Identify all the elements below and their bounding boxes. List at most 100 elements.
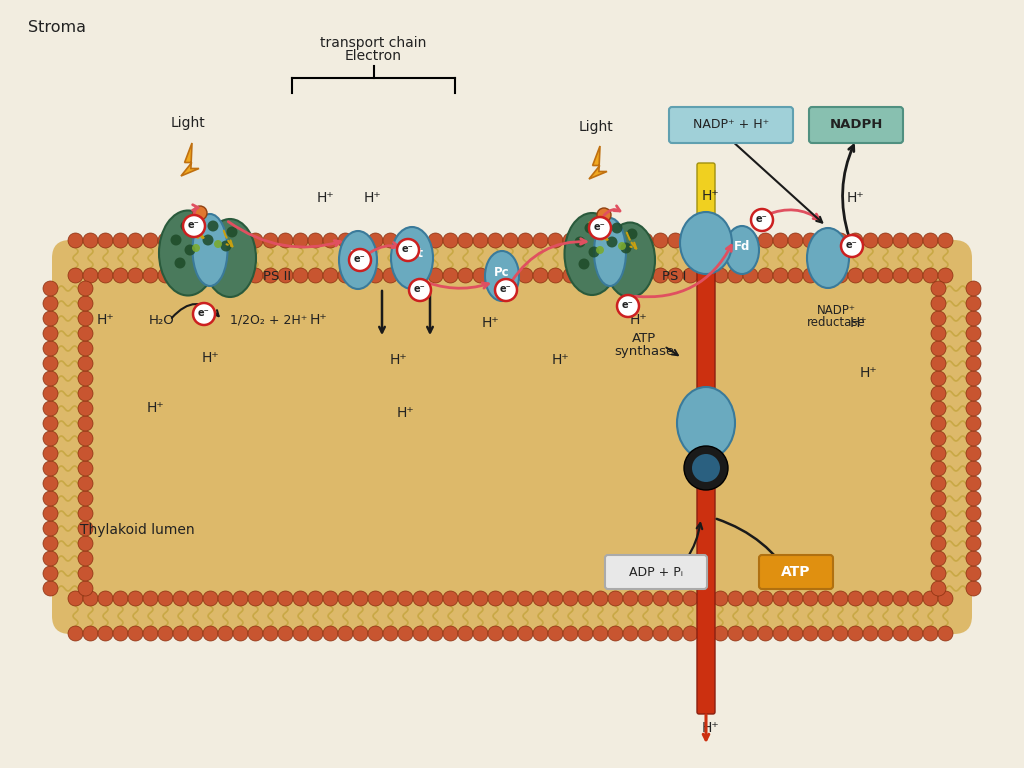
Circle shape — [623, 626, 638, 641]
Circle shape — [278, 626, 293, 641]
Circle shape — [428, 591, 443, 606]
Circle shape — [173, 233, 188, 248]
Text: synthase: synthase — [613, 346, 674, 359]
Circle shape — [293, 626, 308, 641]
Circle shape — [203, 268, 218, 283]
Circle shape — [338, 626, 353, 641]
Text: e⁻: e⁻ — [756, 214, 768, 224]
Text: H⁺: H⁺ — [364, 191, 381, 205]
Circle shape — [534, 626, 548, 641]
Circle shape — [966, 461, 981, 476]
Circle shape — [931, 581, 946, 596]
Circle shape — [458, 591, 473, 606]
Text: Stroma: Stroma — [28, 20, 86, 35]
Circle shape — [113, 233, 128, 248]
Circle shape — [597, 208, 611, 222]
Circle shape — [893, 233, 908, 248]
Circle shape — [638, 591, 653, 606]
Circle shape — [593, 268, 608, 283]
Text: H⁺: H⁺ — [849, 316, 866, 330]
Circle shape — [743, 626, 758, 641]
Circle shape — [638, 626, 653, 641]
Circle shape — [923, 233, 938, 248]
Circle shape — [68, 591, 83, 606]
Circle shape — [293, 233, 308, 248]
Circle shape — [878, 626, 893, 641]
Circle shape — [653, 233, 668, 248]
Circle shape — [833, 268, 848, 283]
Circle shape — [143, 268, 158, 283]
Ellipse shape — [193, 214, 227, 286]
Circle shape — [173, 626, 188, 641]
Circle shape — [263, 268, 278, 283]
Ellipse shape — [485, 251, 519, 301]
Circle shape — [428, 233, 443, 248]
Circle shape — [803, 591, 818, 606]
Circle shape — [203, 234, 213, 246]
Circle shape — [563, 233, 578, 248]
Circle shape — [931, 356, 946, 371]
Circle shape — [596, 246, 604, 254]
Text: H⁺: H⁺ — [146, 401, 164, 415]
Circle shape — [293, 268, 308, 283]
Circle shape — [966, 311, 981, 326]
Text: ATP: ATP — [781, 565, 811, 579]
Ellipse shape — [391, 227, 433, 289]
Circle shape — [966, 581, 981, 596]
Circle shape — [398, 268, 413, 283]
Circle shape — [78, 386, 93, 401]
Circle shape — [878, 233, 893, 248]
Circle shape — [263, 591, 278, 606]
Circle shape — [503, 591, 518, 606]
Circle shape — [579, 259, 590, 270]
Circle shape — [473, 233, 488, 248]
Text: Cyt: Cyt — [401, 247, 423, 260]
Text: e⁻: e⁻ — [402, 244, 414, 254]
Circle shape — [966, 551, 981, 566]
Text: Light: Light — [171, 116, 206, 130]
Circle shape — [43, 461, 58, 476]
Circle shape — [638, 233, 653, 248]
Ellipse shape — [339, 231, 377, 289]
Circle shape — [193, 303, 215, 325]
Circle shape — [428, 626, 443, 641]
Circle shape — [534, 233, 548, 248]
Circle shape — [413, 591, 428, 606]
Circle shape — [43, 401, 58, 416]
Circle shape — [623, 268, 638, 283]
Ellipse shape — [725, 226, 759, 274]
Circle shape — [878, 591, 893, 606]
Circle shape — [173, 268, 188, 283]
Circle shape — [931, 506, 946, 521]
Circle shape — [308, 233, 323, 248]
Circle shape — [848, 233, 863, 248]
Circle shape — [683, 268, 698, 283]
Circle shape — [78, 431, 93, 446]
Circle shape — [308, 626, 323, 641]
Circle shape — [503, 626, 518, 641]
Circle shape — [43, 536, 58, 551]
Circle shape — [158, 233, 173, 248]
Circle shape — [863, 626, 878, 641]
Circle shape — [893, 268, 908, 283]
Circle shape — [698, 626, 713, 641]
Circle shape — [233, 591, 248, 606]
Circle shape — [488, 233, 503, 248]
Circle shape — [698, 268, 713, 283]
Circle shape — [931, 566, 946, 581]
Circle shape — [692, 454, 720, 482]
Circle shape — [397, 239, 419, 261]
Circle shape — [458, 233, 473, 248]
Circle shape — [833, 591, 848, 606]
Circle shape — [966, 521, 981, 536]
Text: Pc: Pc — [495, 266, 510, 280]
Circle shape — [193, 224, 204, 236]
Circle shape — [413, 268, 428, 283]
Circle shape — [578, 233, 593, 248]
Circle shape — [443, 268, 458, 283]
Circle shape — [908, 233, 923, 248]
Circle shape — [668, 626, 683, 641]
Circle shape — [548, 591, 563, 606]
Circle shape — [966, 566, 981, 581]
Circle shape — [78, 416, 93, 431]
